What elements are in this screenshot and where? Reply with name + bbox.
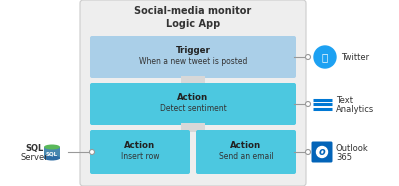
Text: o: o [319, 147, 325, 157]
Text: SQL: SQL [46, 152, 58, 156]
Text: Trigger: Trigger [176, 46, 210, 55]
Text: Analytics: Analytics [336, 105, 374, 113]
Circle shape [89, 150, 95, 155]
Text: Action: Action [231, 141, 262, 150]
Text: Insert row: Insert row [121, 152, 159, 161]
Text: Text: Text [336, 96, 353, 105]
Text: 365: 365 [336, 153, 352, 161]
FancyBboxPatch shape [312, 142, 332, 163]
FancyBboxPatch shape [90, 130, 190, 174]
Text: 🐦: 🐦 [322, 52, 328, 62]
Text: When a new tweet is posted: When a new tweet is posted [139, 57, 247, 66]
Text: Send an email: Send an email [219, 152, 273, 161]
Text: Detect sentiment: Detect sentiment [160, 104, 226, 113]
Text: Outlook: Outlook [336, 144, 369, 153]
FancyBboxPatch shape [181, 76, 205, 85]
Ellipse shape [44, 145, 60, 150]
Text: Server: Server [20, 153, 48, 161]
Circle shape [306, 102, 310, 107]
FancyBboxPatch shape [90, 36, 296, 78]
FancyBboxPatch shape [181, 123, 205, 132]
Circle shape [316, 147, 328, 158]
Text: Action: Action [178, 93, 209, 102]
Text: SQL: SQL [25, 144, 43, 153]
Text: Action: Action [124, 141, 156, 150]
FancyBboxPatch shape [90, 83, 296, 125]
Bar [44, 147, 60, 159]
Circle shape [306, 150, 310, 155]
Circle shape [314, 46, 336, 68]
FancyBboxPatch shape [196, 130, 296, 174]
FancyBboxPatch shape [80, 0, 306, 186]
Text: Twitter: Twitter [341, 52, 369, 62]
Text: Social-media monitor
Logic App: Social-media monitor Logic App [134, 6, 252, 29]
Circle shape [306, 54, 310, 60]
Ellipse shape [44, 155, 60, 161]
